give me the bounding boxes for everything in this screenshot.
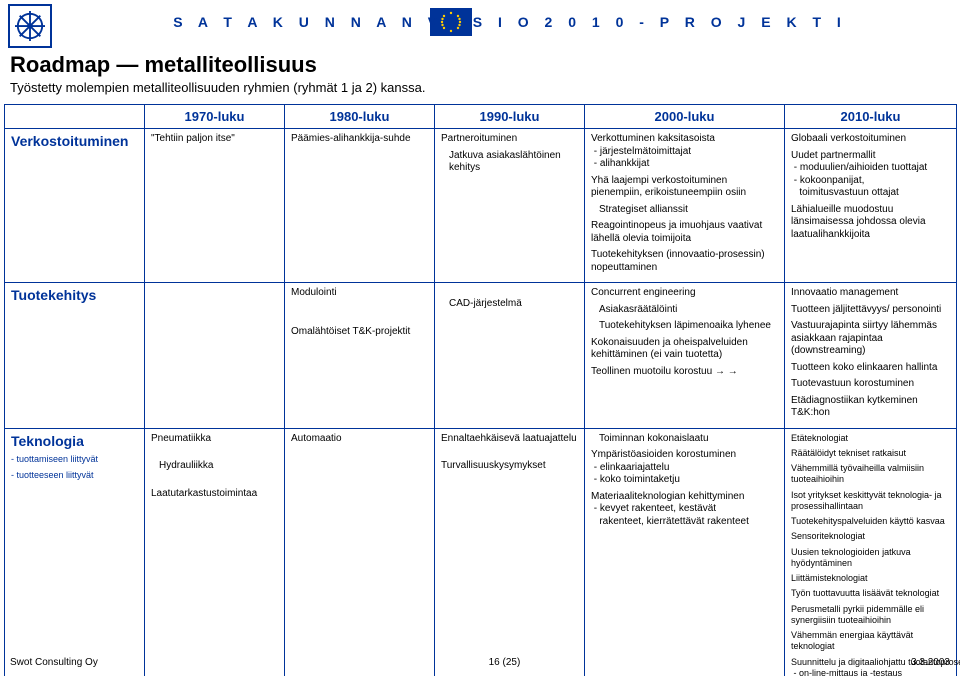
cell: Globaali verkostoituminen Uudet partnerm…: [785, 129, 957, 283]
cell-text: Etädiagnostiikan kytkeminen T&K:hon: [791, 395, 950, 420]
cell-text: Globaali verkostoituminen: [791, 133, 950, 146]
cell-text: Reagointinopeus ja imuohjaus vaativat lä…: [591, 220, 778, 245]
cell-text: Modulointi: [291, 287, 428, 300]
row-label-text: Teknologia: [11, 433, 84, 449]
footer-right: 3.3.2003: [911, 657, 950, 668]
table-row: Teknologia - tuottamiseen liittyvät- tuo…: [5, 428, 957, 676]
cell-text: Tuotteen jäljitettävyys/ personointi: [791, 304, 950, 317]
table-header-row: 1970-luku 1980-luku 1990-luku 2000-luku …: [5, 105, 957, 129]
page-header-title: S A T A K U N N A N V I S I O 2 0 1 0 - …: [160, 14, 860, 30]
cell-text: Räätälöidyt tekniset ratkaisut: [791, 448, 950, 459]
cell-text: Tuotekehityksen läpimenoaika lyhenee: [591, 320, 778, 333]
cell-text: Päämies-alihankkija-suhde: [291, 133, 428, 146]
cell: "Tehtiin paljon itse": [145, 129, 285, 283]
footer-center: 16 (25): [489, 657, 521, 668]
cell-text: Concurrent engineering: [591, 287, 778, 300]
cell-text: Kokonaisuuden ja oheispalveluiden kehitt…: [591, 337, 778, 362]
cell-text: Vastuurajapinta siirtyy lähemmäs asiakka…: [791, 320, 950, 358]
col-blank: [5, 105, 145, 129]
cell: Pneumatiikka Hydrauliikka Laatutarkastus…: [145, 428, 285, 676]
cell-text: Partneroituminen: [441, 133, 578, 146]
cell: Verkottuminen kaksitasoista - järjestelm…: [585, 129, 785, 283]
table-row: Verkostoituminen "Tehtiin paljon itse" P…: [5, 129, 957, 283]
anchor-wheel-icon: [15, 11, 45, 41]
cell: Päämies-alihankkija-suhde: [285, 129, 435, 283]
cell-text: Materiaaliteknologian kehittyminen - kev…: [591, 491, 778, 529]
row-label-sub: - tuottamiseen liittyvät- tuotteeseen li…: [11, 454, 98, 480]
cell-text: Toiminnan kokonaislaatu: [591, 433, 778, 446]
cell-text: "Tehtiin paljon itse": [151, 133, 278, 146]
table-row: Tuotekehitys Modulointi Omalähtöiset T&K…: [5, 283, 957, 429]
cell: Automaatio: [285, 428, 435, 676]
cell-text: Automaatio: [291, 433, 428, 446]
row-label-networking: Verkostoituminen: [5, 129, 145, 283]
cell: Innovaatio management Tuotteen jäljitett…: [785, 283, 957, 429]
cell: Partneroituminen Jatkuva asiakaslähtöine…: [435, 129, 585, 283]
page-footer: Swot Consulting Oy 16 (25) 3.3.2003: [10, 657, 950, 668]
cell-text: Hydrauliikka: [151, 460, 278, 473]
cell: Concurrent engineering Asiakasräätälöint…: [585, 283, 785, 429]
footer-left: Swot Consulting Oy: [10, 657, 98, 668]
cell-text: Ennaltaehkäisevä laatuajattelu: [441, 433, 578, 446]
cell-text: Jatkuva asiakaslähtöinen kehitys: [441, 150, 578, 175]
cell: Ennaltaehkäisevä laatuajattelu Turvallis…: [435, 428, 585, 676]
col-2010: 2010-luku: [785, 105, 957, 129]
cell-text: Strategiset allianssit: [591, 204, 778, 217]
page-heading: Roadmap — metalliteollisuus: [10, 52, 317, 78]
cell-text: Liittämisteknologiat: [791, 573, 950, 584]
cell-text: Laatutarkastustoimintaa: [151, 488, 278, 501]
cell-text: Yhä laajempi verkostoituminen pienempiin…: [591, 175, 778, 200]
cell-text: Perusmetalli pyrkii pidemmälle eli syner…: [791, 604, 950, 627]
cell-text: Tuotekehityksen (innovaatio-prosessin) n…: [591, 249, 778, 274]
cell-text: Tuotekehityspalveluiden käyttö kasvaa: [791, 516, 950, 527]
cell: [145, 283, 285, 429]
col-2000: 2000-luku: [585, 105, 785, 129]
cell-text: Uudet partnermallit - moduulien/aihioide…: [791, 150, 950, 200]
cell-text: Tuotevastuun korostuminen: [791, 378, 950, 391]
cell-text: Verkottuminen kaksitasoista - järjestelm…: [591, 133, 778, 171]
ship-logo: [8, 4, 52, 48]
cell-text: Innovaatio management: [791, 287, 950, 300]
cell-text: Sensoriteknologiat: [791, 531, 950, 542]
row-label-technology: Teknologia - tuottamiseen liittyvät- tuo…: [5, 428, 145, 676]
cell: Toiminnan kokonaislaatu Ympäristöasioide…: [585, 428, 785, 676]
cell-text: Lähialueille muodostuu länsimaisessa joh…: [791, 204, 950, 242]
cell-text: Ympäristöasioiden korostuminen - elinkaa…: [591, 449, 778, 487]
cell: CAD-järjestelmä: [435, 283, 585, 429]
cell-text: Etäteknologiat: [791, 433, 950, 444]
cell-text: Pneumatiikka: [151, 433, 278, 446]
row-label-product-dev: Tuotekehitys: [5, 283, 145, 429]
cell-text: Asiakasräätälöinti: [591, 304, 778, 317]
cell-text: Työn tuottavuutta lisäävät teknologiat: [791, 588, 950, 599]
col-1980: 1980-luku: [285, 105, 435, 129]
cell-text: CAD-järjestelmä: [441, 298, 578, 311]
cell-text: Omalähtöiset T&K-projektit: [291, 326, 428, 339]
col-1970: 1970-luku: [145, 105, 285, 129]
cell-text: Vähemmillä työvaiheilla valmiisiin tuote…: [791, 463, 950, 486]
cell-text: Isot yritykset keskittyvät teknologia- j…: [791, 490, 950, 513]
page-subheading: Työstetty molempien metalliteollisuuden …: [10, 80, 425, 95]
cell-text: Teollinen muotoilu korostuu → →: [591, 366, 778, 379]
cell-text: Uusien teknologioiden jatkuva hyödyntämi…: [791, 547, 950, 570]
cell: Etäteknologiat Räätälöidyt tekniset ratk…: [785, 428, 957, 676]
cell-text: Turvallisuuskysymykset: [441, 460, 578, 473]
cell: Modulointi Omalähtöiset T&K-projektit: [285, 283, 435, 429]
roadmap-table: 1970-luku 1980-luku 1990-luku 2000-luku …: [4, 104, 957, 676]
col-1990: 1990-luku: [435, 105, 585, 129]
cell-text: Vähemmän energiaa käyttävät teknologiat: [791, 630, 950, 653]
cell-text: Tuotteen koko elinkaaren hallinta: [791, 362, 950, 375]
